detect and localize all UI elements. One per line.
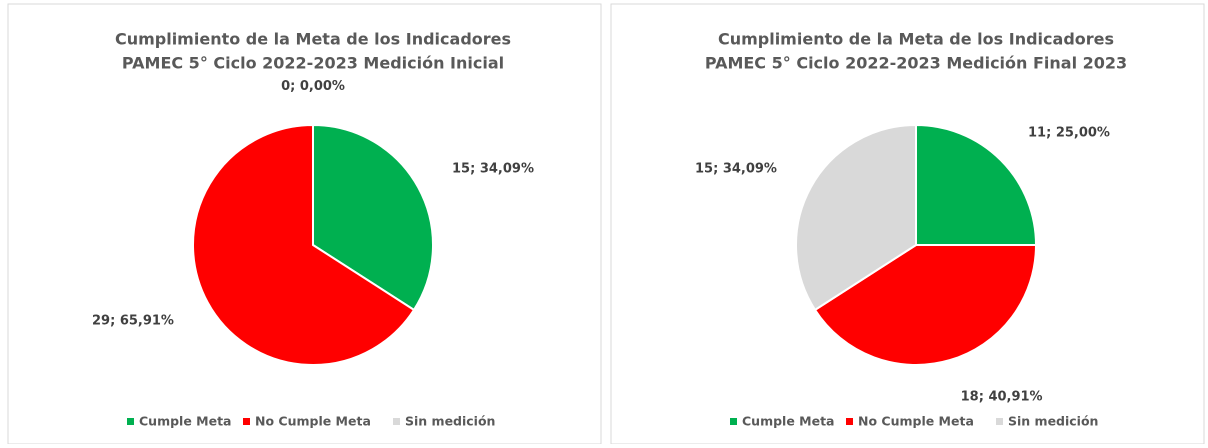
data-label: 15; 34,09% <box>452 162 534 177</box>
legend-swatch <box>127 418 134 425</box>
legend-label: No Cumple Meta <box>858 414 974 429</box>
data-label: 0; 0,00% <box>281 79 345 94</box>
legend-swatch <box>996 418 1003 425</box>
chart-title: Cumplimiento de la Meta de los Indicador… <box>718 30 1114 49</box>
legend-label: Sin medición <box>405 414 495 429</box>
data-label: 15; 34,09% <box>695 162 777 177</box>
legend-label: Cumple Meta <box>742 414 835 429</box>
legend-swatch <box>393 418 400 425</box>
legend-swatch <box>243 418 250 425</box>
chart-title: PAMEC 5° Ciclo 2022-2023 Medición Inicia… <box>122 54 504 73</box>
chart-title: Cumplimiento de la Meta de los Indicador… <box>115 30 511 49</box>
chart-title: PAMEC 5° Ciclo 2022-2023 Medición Final … <box>705 54 1127 73</box>
data-label: 18; 40,91% <box>961 389 1043 404</box>
legend-label: Cumple Meta <box>139 414 232 429</box>
data-label: 29; 65,91% <box>92 313 174 328</box>
pie-slice <box>192 123 416 366</box>
data-label: 11; 25,00% <box>1028 125 1110 140</box>
pie-slice <box>795 123 917 312</box>
legend-label: Sin medición <box>1008 414 1098 429</box>
legend-swatch <box>730 418 737 425</box>
legend-swatch <box>846 418 853 425</box>
legend-label: No Cumple Meta <box>255 414 371 429</box>
pie-slice <box>915 123 1038 246</box>
